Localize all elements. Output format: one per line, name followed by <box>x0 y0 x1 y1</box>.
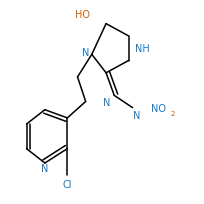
Text: Cl: Cl <box>63 180 72 190</box>
Text: N: N <box>103 98 110 108</box>
Text: N: N <box>133 110 140 120</box>
Text: 2: 2 <box>170 110 175 116</box>
Text: HO: HO <box>75 10 90 20</box>
Text: N: N <box>82 48 90 58</box>
Text: NH: NH <box>135 44 149 54</box>
Text: N: N <box>41 163 49 173</box>
Text: NO: NO <box>151 103 166 113</box>
